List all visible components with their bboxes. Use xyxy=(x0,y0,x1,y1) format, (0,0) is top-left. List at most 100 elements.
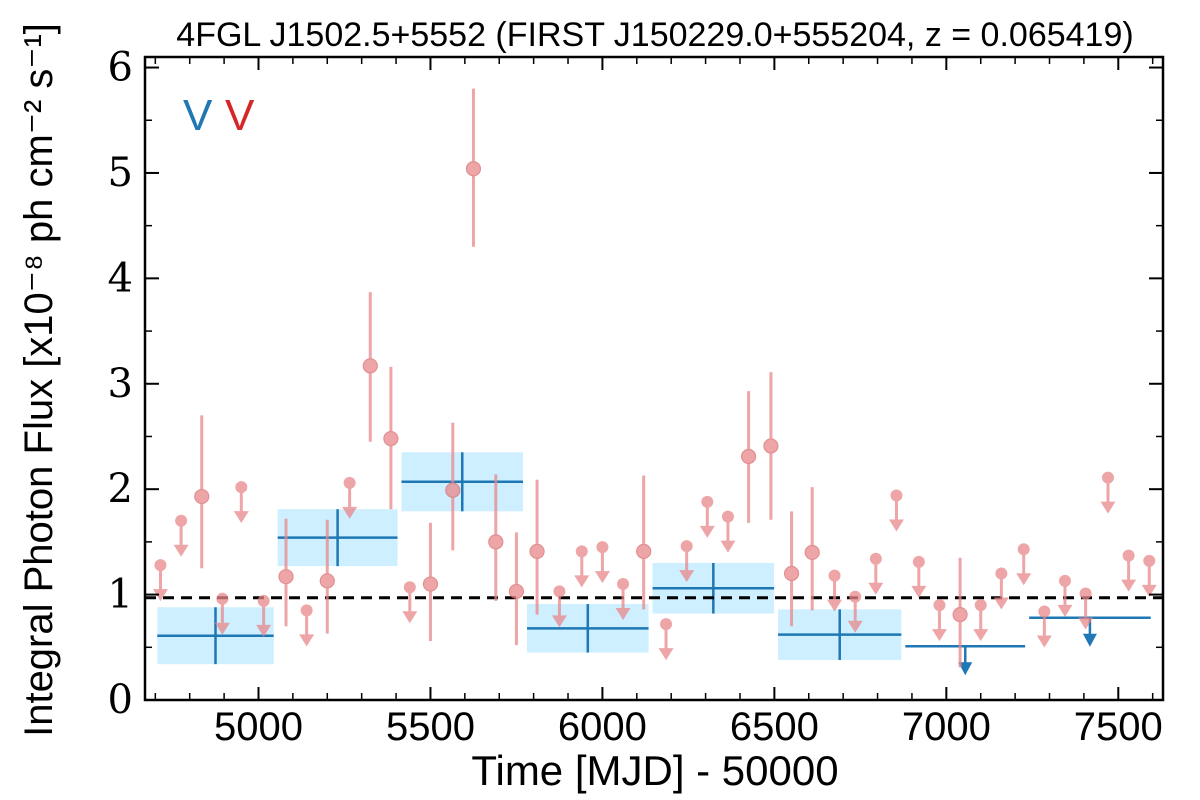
short-bin-point-31 xyxy=(804,487,820,611)
upper-limit-arrow xyxy=(911,585,927,598)
short-bin-marker xyxy=(343,476,356,489)
short-bin-marker xyxy=(553,585,566,598)
x-tick-label-0: 5000 xyxy=(214,705,303,749)
short-bin-marker xyxy=(828,569,841,582)
short-bin-marker xyxy=(701,495,714,508)
upper-limit-arrow xyxy=(1016,573,1032,586)
x-tick-label-1: 5500 xyxy=(386,705,475,749)
y-tick-label-3: 3 xyxy=(108,361,133,407)
long-bin-1 xyxy=(277,509,398,567)
short-bin-point-6 xyxy=(278,518,294,627)
upper-limit-arrow xyxy=(1121,579,1137,592)
short-bin-point-16 xyxy=(488,474,504,601)
short-bin-marker xyxy=(257,594,270,607)
short-bin-marker xyxy=(278,569,294,585)
short-bin-point-42 xyxy=(1036,605,1052,648)
upper-limit-arrow xyxy=(173,544,189,557)
short-bin-marker xyxy=(445,482,461,498)
short-bin-marker xyxy=(617,578,630,591)
short-bin-point-1 xyxy=(173,514,189,557)
long-bin-0 xyxy=(157,607,274,665)
upper-limit-arrow xyxy=(551,615,567,628)
short-bin-point-45 xyxy=(1100,471,1116,514)
short-bin-marker xyxy=(1079,587,1092,600)
y-tick-label-2: 2 xyxy=(108,466,133,512)
short-bin-point-37 xyxy=(931,599,947,642)
y-tick-label-5: 5 xyxy=(108,150,133,196)
short-bin-point-21 xyxy=(594,541,610,584)
short-bin-marker xyxy=(1101,471,1114,484)
short-bin-marker xyxy=(804,544,820,561)
short-bin-point-22 xyxy=(615,578,631,621)
short-bin-point-26 xyxy=(699,495,715,538)
short-bin-marker xyxy=(763,438,779,454)
chart-title: 4FGL J1502.5+5552 (FIRST J150229.0+55520… xyxy=(176,16,1133,54)
short-bin-marker xyxy=(319,573,335,589)
short-bin-point-17 xyxy=(508,532,525,646)
short-bin-marker xyxy=(783,565,800,582)
short-bin-point-19 xyxy=(551,585,567,628)
short-bin-point-13 xyxy=(422,522,439,641)
upper-limit-arrow xyxy=(299,634,315,647)
short-bin-point-12 xyxy=(402,581,418,624)
legend-entry-long-bin: V xyxy=(183,91,213,140)
short-bin-marker xyxy=(529,543,545,559)
short-bin-marker xyxy=(933,599,946,612)
short-bin-marker xyxy=(952,607,968,623)
short-bin-marker xyxy=(488,534,504,550)
upper-limit-arrow xyxy=(256,624,272,637)
long-bin-4 xyxy=(652,562,775,614)
plot-frame xyxy=(143,55,1165,702)
short-bin-marker xyxy=(912,555,925,568)
short-bin-point-41 xyxy=(1016,543,1032,586)
short-bin-marker xyxy=(1058,574,1071,587)
long-bin-6 xyxy=(905,644,1026,676)
y-tick-label-4: 4 xyxy=(108,255,133,301)
short-bin-marker xyxy=(849,590,862,603)
short-bin-marker xyxy=(890,489,903,502)
short-bin-marker xyxy=(1122,549,1135,562)
short-bin-point-47 xyxy=(1141,554,1157,597)
short-bin-point-2 xyxy=(194,415,210,569)
short-bin-point-23 xyxy=(636,475,652,610)
short-bin-point-40 xyxy=(993,567,1009,610)
long-bin-5 xyxy=(778,609,902,660)
short-bin-marker xyxy=(636,543,652,559)
upper-limit-arrow xyxy=(402,611,418,624)
upper-limit-arrow xyxy=(658,648,674,661)
upper-limit-arrow xyxy=(1141,584,1157,597)
short-bin-marker xyxy=(740,448,757,465)
short-bin-marker xyxy=(596,541,609,554)
upper-limit-arrow xyxy=(699,525,715,538)
short-bin-marker xyxy=(660,618,673,631)
upper-limit-arrow xyxy=(1100,501,1116,514)
short-bin-point-39 xyxy=(973,599,989,642)
legend-entry-short-bin: V xyxy=(225,91,255,140)
short-bin-marker xyxy=(465,161,482,177)
short-bin-marker xyxy=(974,599,987,612)
short-bin-marker xyxy=(362,358,378,374)
x-tick-label-2: 6000 xyxy=(558,705,647,749)
short-bin-point-24 xyxy=(658,618,674,661)
upper-limit-arrow xyxy=(233,511,249,524)
short-bin-point-34 xyxy=(868,552,884,595)
upper-limit-arrow xyxy=(993,597,1009,610)
short-bin-point-27 xyxy=(720,510,736,553)
upper-limit-arrow xyxy=(214,622,230,635)
short-bin-marker xyxy=(235,481,248,494)
short-bin-point-3 xyxy=(214,592,230,635)
short-bin-marker xyxy=(194,488,210,505)
short-bin-point-33 xyxy=(847,590,863,633)
y-tick-label-6: 6 xyxy=(108,45,133,91)
short-bin-marker xyxy=(1038,605,1051,618)
short-bin-point-15 xyxy=(465,88,482,247)
upper-limit-arrow xyxy=(868,582,884,595)
short-bin-point-0 xyxy=(152,559,168,602)
short-bin-marker xyxy=(508,583,525,600)
short-bin-point-43 xyxy=(1057,574,1073,617)
short-bin-marker xyxy=(383,430,399,447)
upper-limit-arrow xyxy=(827,599,843,612)
upper-limit-arrow xyxy=(594,571,610,584)
short-bin-point-20 xyxy=(574,545,590,588)
short-bin-marker xyxy=(721,510,734,523)
